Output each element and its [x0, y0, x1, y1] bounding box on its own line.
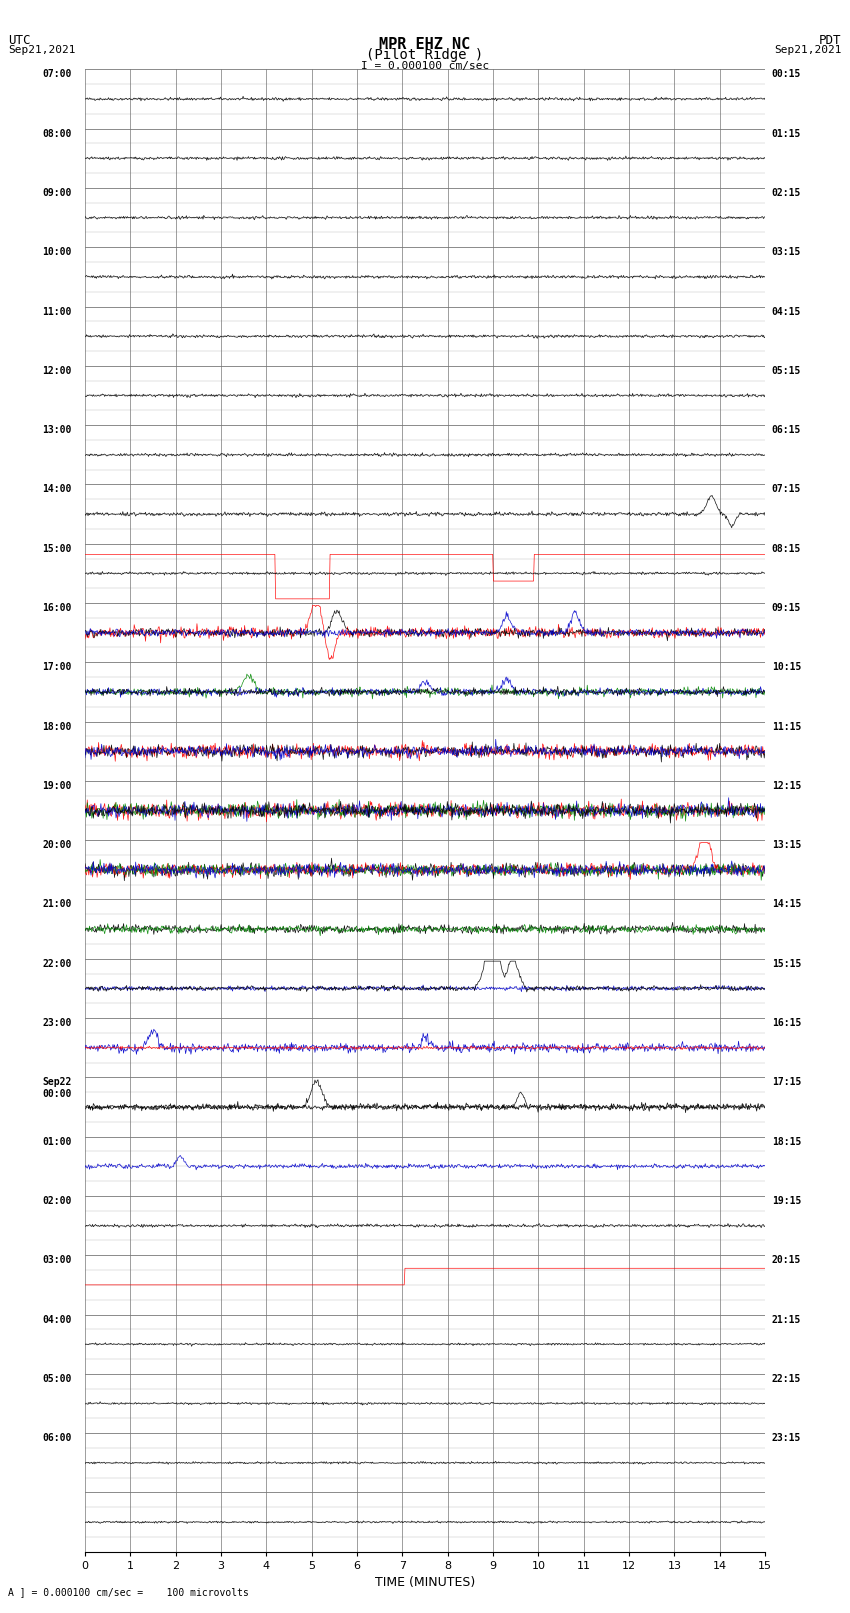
Text: 19:00: 19:00	[42, 781, 71, 790]
Text: 21:15: 21:15	[772, 1315, 802, 1324]
Text: 09:15: 09:15	[772, 603, 802, 613]
Text: 02:00: 02:00	[42, 1195, 71, 1207]
Text: UTC: UTC	[8, 34, 31, 47]
Text: 12:00: 12:00	[42, 366, 71, 376]
Text: 00:15: 00:15	[772, 69, 802, 79]
Text: 17:00: 17:00	[42, 663, 71, 673]
Text: 16:00: 16:00	[42, 603, 71, 613]
Text: 05:00: 05:00	[42, 1374, 71, 1384]
Text: (Pilot Ridge ): (Pilot Ridge )	[366, 48, 484, 63]
Text: 10:15: 10:15	[772, 663, 802, 673]
Text: 13:15: 13:15	[772, 840, 802, 850]
Text: A ] = 0.000100 cm/sec =    100 microvolts: A ] = 0.000100 cm/sec = 100 microvolts	[8, 1587, 249, 1597]
Text: 23:15: 23:15	[772, 1432, 802, 1444]
Text: 10:00: 10:00	[42, 247, 71, 256]
Text: Sep22
00:00: Sep22 00:00	[42, 1077, 71, 1098]
Text: 03:00: 03:00	[42, 1255, 71, 1265]
Text: 04:15: 04:15	[772, 306, 802, 316]
Text: 12:15: 12:15	[772, 781, 802, 790]
Text: 17:15: 17:15	[772, 1077, 802, 1087]
Text: 08:15: 08:15	[772, 544, 802, 553]
Text: 13:00: 13:00	[42, 426, 71, 436]
Text: 22:15: 22:15	[772, 1374, 802, 1384]
Text: I = 0.000100 cm/sec: I = 0.000100 cm/sec	[361, 61, 489, 71]
Text: Sep21,2021: Sep21,2021	[774, 45, 842, 55]
Text: 07:00: 07:00	[42, 69, 71, 79]
Text: MPR EHZ NC: MPR EHZ NC	[379, 37, 471, 52]
Text: 07:15: 07:15	[772, 484, 802, 495]
Text: 05:15: 05:15	[772, 366, 802, 376]
Text: 18:15: 18:15	[772, 1137, 802, 1147]
Text: 20:15: 20:15	[772, 1255, 802, 1265]
Text: 09:00: 09:00	[42, 189, 71, 198]
Text: 14:15: 14:15	[772, 900, 802, 910]
Text: 08:00: 08:00	[42, 129, 71, 139]
Text: 03:15: 03:15	[772, 247, 802, 256]
X-axis label: TIME (MINUTES): TIME (MINUTES)	[375, 1576, 475, 1589]
Text: 11:00: 11:00	[42, 306, 71, 316]
Text: 04:00: 04:00	[42, 1315, 71, 1324]
Text: 01:15: 01:15	[772, 129, 802, 139]
Text: 23:00: 23:00	[42, 1018, 71, 1027]
Text: PDT: PDT	[819, 34, 842, 47]
Text: 15:15: 15:15	[772, 958, 802, 969]
Text: 11:15: 11:15	[772, 721, 802, 732]
Text: 22:00: 22:00	[42, 958, 71, 969]
Text: 14:00: 14:00	[42, 484, 71, 495]
Text: Sep21,2021: Sep21,2021	[8, 45, 76, 55]
Text: 01:00: 01:00	[42, 1137, 71, 1147]
Text: 06:15: 06:15	[772, 426, 802, 436]
Text: 02:15: 02:15	[772, 189, 802, 198]
Text: 18:00: 18:00	[42, 721, 71, 732]
Text: 06:00: 06:00	[42, 1432, 71, 1444]
Text: 19:15: 19:15	[772, 1195, 802, 1207]
Text: 21:00: 21:00	[42, 900, 71, 910]
Text: 15:00: 15:00	[42, 544, 71, 553]
Text: 16:15: 16:15	[772, 1018, 802, 1027]
Text: 20:00: 20:00	[42, 840, 71, 850]
